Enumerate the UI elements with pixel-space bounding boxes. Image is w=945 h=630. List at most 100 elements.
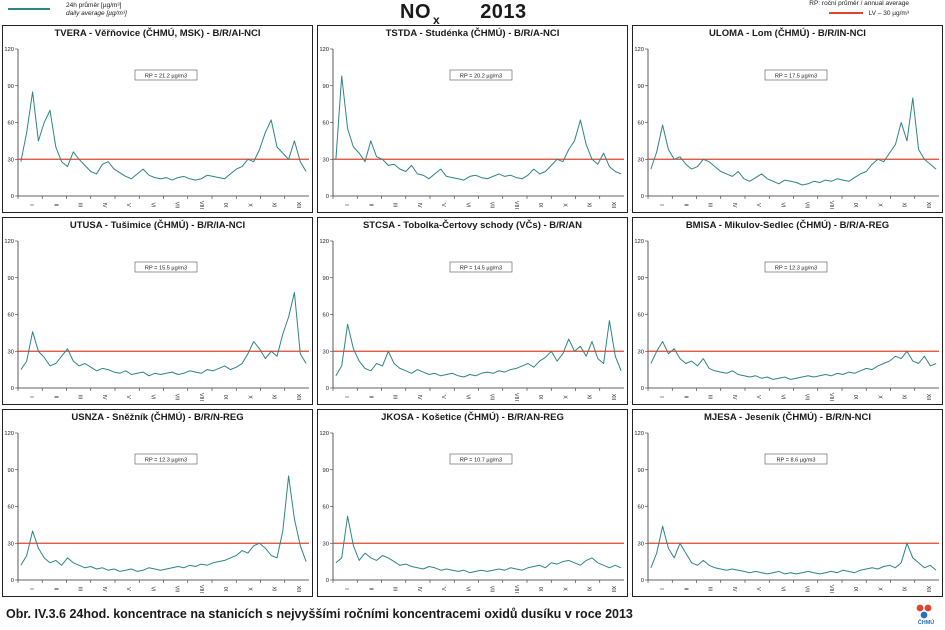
y-tick-label: 30 [323,541,329,547]
x-tick-label: VIII [828,393,834,401]
rp-box [764,69,828,81]
rp-box [134,453,198,465]
y-tick-label: 0 [11,578,14,584]
series-legend-label-en: daily average [µg/m³] [66,10,127,17]
x-tick-label: XI [271,202,277,207]
y-tick-label: 30 [638,541,644,547]
x-tick-label: X [246,587,252,591]
y-tick-label: 30 [8,349,14,355]
chart-panel: USNZA - Sněžník (ČHMÚ) - B/R/N-REG RP = 1… [2,409,313,597]
x-tick-label: V [755,587,761,591]
x-tick-label: V [755,395,761,399]
x-tick-label: I [343,588,349,589]
y-tick-label: 60 [638,313,644,319]
y-tick-label: 90 [638,84,644,90]
x-tick-label: VI [779,202,785,207]
rp-box [449,69,513,81]
x-tick-label: IV [416,394,422,399]
x-tick-label: XII [610,394,616,400]
y-tick-label: 60 [323,121,329,127]
y-tick-label: 0 [11,386,14,392]
y-tick-label: 0 [641,578,644,584]
rp-label: RP = 8.6 µg/m3 [776,458,815,464]
y-tick-label: 0 [326,194,329,200]
rp-box [449,453,513,465]
chart-panel: MJESA - Jeseník (ČHMÚ) - B/R/N-NCI RP = 8… [632,409,943,597]
x-tick-label: I [658,588,664,589]
rp-label: RP = 21.2 µg/m3 [145,74,187,80]
x-tick-label: VII [489,202,495,208]
chart-frame [632,25,943,213]
chart-frame [2,409,313,597]
rp-box [764,453,828,465]
y-tick-label: 120 [634,239,644,245]
y-tick-label: 120 [4,431,14,437]
x-tick-label: X [246,395,252,399]
x-tick-label: VI [149,394,155,399]
x-tick-label: VIII [513,585,519,593]
x-tick-label: XI [271,586,277,591]
x-tick-label: III [77,203,83,207]
x-tick-label: XII [295,586,301,592]
y-tick-label: 60 [8,505,14,511]
series-line [335,320,622,378]
chart-frame [632,217,943,405]
x-tick-label: V [125,587,131,591]
y-tick-label: 120 [634,431,644,437]
x-tick-label: VI [464,586,470,591]
y-tick-label: 90 [638,468,644,474]
x-tick-label: VII [804,394,810,400]
x-tick-label: XII [295,202,301,208]
x-tick-label: I [343,396,349,397]
x-tick-label: VIII [828,585,834,593]
x-tick-label: VIII [513,201,519,209]
x-tick-label: IV [101,202,107,207]
y-tick-label: 120 [319,239,329,245]
rp-legend-label: RP: roční průměr / annual average [809,0,909,7]
series-line [650,525,937,575]
y-tick-label: 0 [326,578,329,584]
chart-svg: USNZA - Sněžník (ČHMÚ) - B/R/N-REG RP = 1… [2,409,313,597]
x-tick-label: IV [416,586,422,591]
y-tick-label: 30 [323,157,329,163]
x-tick-label: V [755,203,761,207]
y-tick-label: 0 [326,386,329,392]
x-tick-label: XI [586,394,592,399]
y-tick-label: 90 [323,84,329,90]
x-tick-label: VII [174,394,180,400]
series-line [650,341,937,380]
x-tick-label: I [343,204,349,205]
x-tick-label: V [440,395,446,399]
x-tick-label: XI [586,586,592,591]
x-tick-label: VIII [198,393,204,401]
x-tick-label: VI [464,394,470,399]
x-tick-label: XII [925,586,931,592]
x-tick-label: VIII [198,201,204,209]
y-tick-label: 90 [638,276,644,282]
y-tick-label: 60 [8,313,14,319]
y-tick-label: 90 [8,468,14,474]
rp-box [134,69,198,81]
chart-svg: MJESA - Jeseník (ČHMÚ) - B/R/N-NCI RP = 8… [632,409,943,597]
y-tick-label: 120 [4,239,14,245]
chart-title: UTUSA - Tušimice (ČHMÚ) - B/R/IA-NCI [70,219,245,231]
title-subscript: x [433,13,441,27]
x-tick-label: III [77,587,83,591]
chart-frame [2,217,313,405]
y-tick-label: 30 [8,157,14,163]
x-tick-label: II [367,204,373,207]
x-tick-label: XII [610,586,616,592]
title-year: 2013 [480,1,527,23]
chart-svg: JKOSA - Košetice (ČHMÚ) - B/R/AN-REG RP =… [317,409,628,597]
rp-label: RP = 15.5 µg/m3 [145,266,187,272]
x-tick-label: X [876,203,882,207]
chart-frame [2,25,313,213]
x-tick-label: I [658,396,664,397]
x-tick-label: III [707,587,713,591]
series-line [335,75,622,181]
chart-panel: ULOMA - Lom (ČHMÚ) - B/R/IN-NCI RP = 17.5… [632,25,943,213]
x-tick-label: II [367,396,373,399]
y-tick-label: 120 [634,47,644,53]
figure-caption: Obr. IV.3.6 24hod. koncentrace na stanic… [6,607,633,621]
y-tick-label: 90 [8,84,14,90]
